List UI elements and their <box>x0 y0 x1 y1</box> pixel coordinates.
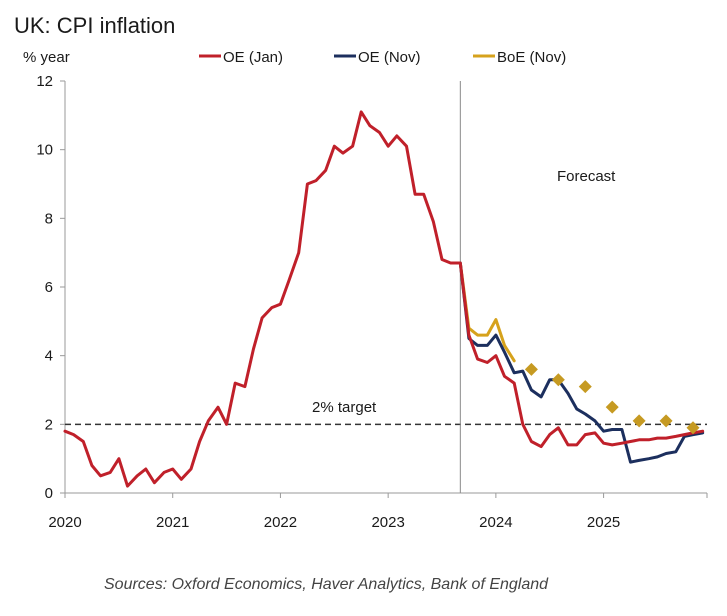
x-tick-label: 2022 <box>264 514 297 531</box>
y-tick-label: 10 <box>36 142 53 159</box>
y-tick-label: 0 <box>45 485 53 502</box>
legend-label-oe-nov: OE (Nov) <box>358 49 421 66</box>
source-note: Sources: Oxford Economics, Haver Analyti… <box>104 576 549 593</box>
boe-forecast-point <box>659 414 673 428</box>
x-tick-label: 2023 <box>371 514 404 531</box>
axes: 0 2 4 6 8 10 12 2020 2021 2022 2023 2024 2025 <box>36 73 708 531</box>
x-tick-label: 2024 <box>479 514 512 531</box>
series-markers-boe-nov <box>524 362 700 435</box>
series-line-oe-nov <box>458 261 705 464</box>
boe-forecast-point <box>605 400 619 414</box>
boe-forecast-point <box>524 362 538 376</box>
y-tick-label: 2 <box>45 416 53 433</box>
y-tick-label: 6 <box>45 279 53 296</box>
forecast-label: Forecast <box>557 168 616 185</box>
boe-forecast-point <box>686 421 700 435</box>
target-reference: 2% target <box>65 399 707 426</box>
y-tick-label: 12 <box>36 73 53 90</box>
x-tick-label: 2021 <box>156 514 189 531</box>
y-tick-label: 8 <box>45 210 53 227</box>
boe-forecast-point <box>578 380 592 394</box>
y-axis-label: % year <box>23 49 70 66</box>
target-line-label: 2% target <box>312 399 377 416</box>
series-line-oe-jan <box>63 110 705 488</box>
x-tick-label: 2020 <box>48 514 81 531</box>
series-group <box>63 110 705 488</box>
chart-title: UK: CPI inflation <box>14 13 175 38</box>
y-tick-label: 4 <box>45 348 53 365</box>
forecast-divider-group: Forecast <box>459 81 616 493</box>
x-tick-label: 2025 <box>587 514 620 531</box>
boe-forecast-point <box>551 373 565 387</box>
boe-forecast-point <box>632 414 646 428</box>
legend-label-oe-jan: OE (Jan) <box>223 49 283 66</box>
legend-label-boe-nov: BoE (Nov) <box>497 49 566 66</box>
legend: OE (Jan) OE (Nov) BoE (Nov) <box>199 49 566 66</box>
